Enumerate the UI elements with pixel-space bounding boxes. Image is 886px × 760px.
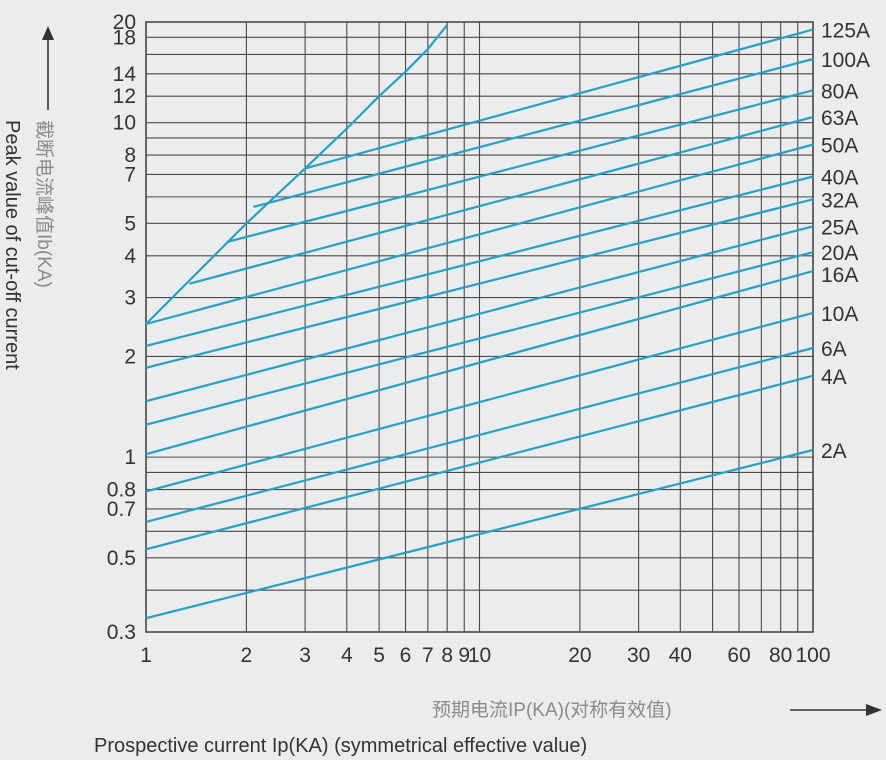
y-tick-label: 12 (113, 85, 136, 108)
series-line-4a (145, 374, 814, 551)
y-axis-title: 截断电流峰值Ib(KA) Peak value of cut-off curre… (1, 26, 55, 370)
x-tick-label: 60 (727, 644, 750, 667)
y-axis-label-en: Peak value of cut-off current (1, 120, 23, 370)
y-tick-label: 1 (124, 446, 136, 469)
tick-labels: 1 2 3 4 5 6 7 8 910 20 30 40 60 80 1002018141210875432… (107, 11, 831, 667)
grid (145, 21, 814, 633)
y-tick-label: 0.7 (107, 498, 136, 521)
series-label-50a: 50A (821, 135, 858, 158)
x-tick-label: 40 (669, 644, 692, 667)
series-label-32a: 32A (821, 189, 858, 212)
series-label-125a: 125A (821, 19, 870, 42)
x-tick-label: 10 (468, 644, 491, 667)
y-tick-label: 10 (113, 112, 136, 135)
series-line-125a (304, 28, 814, 170)
x-tick-label: 30 (627, 644, 650, 667)
series-label-80a: 80A (821, 80, 858, 103)
series-line-2a (145, 448, 814, 620)
series-label-20a: 20A (821, 242, 858, 265)
x-axis-label-cn: 预期电流IP(KA)(对称有效值) (432, 699, 672, 721)
y-tick-label: 7 (124, 163, 136, 186)
series-label-63a: 63A (821, 107, 858, 130)
series-line-63a (189, 115, 814, 285)
series-label-10a: 10A (821, 303, 858, 326)
y-tick-label: 0.5 (107, 547, 136, 570)
series-label-6a: 6A (821, 338, 847, 361)
x-axis-label-en: Prospective current Ip(KA) (symmetrical … (94, 735, 587, 757)
series-line-16a (145, 270, 814, 456)
x-tick-label: 5 (373, 644, 385, 667)
series-label-40a: 40A (821, 167, 858, 190)
series-line-50a (145, 143, 814, 326)
series-label-25a: 25A (821, 216, 858, 239)
series-label-2a: 2A (821, 440, 847, 463)
x-tick-label: 7 (422, 644, 434, 667)
series-line-80a (226, 89, 814, 243)
series-line-6a (145, 346, 814, 523)
series-line-40a (145, 175, 814, 347)
series-line-10a (145, 311, 814, 493)
series-line-32a (145, 198, 814, 369)
x-tick-label: 8 (441, 644, 453, 667)
x-tick-label: 100 (795, 644, 830, 667)
series-line-100a (253, 57, 814, 208)
y-tick-label: 2 (124, 345, 136, 368)
y-tick-label: 4 (124, 245, 136, 268)
limit-line (145, 24, 449, 325)
series-label-4a: 4A (821, 366, 847, 389)
y-tick-label: 20 (113, 11, 136, 34)
x-tick-label: 3 (299, 644, 311, 667)
x-tick-label: 80 (769, 644, 792, 667)
y-tick-label: 0.8 (107, 479, 136, 502)
series-label-16a: 16A (821, 264, 858, 287)
y-tick-label: 5 (124, 212, 136, 235)
y-tick-label: 0.3 (107, 621, 136, 644)
y-tick-label: 14 (113, 63, 137, 86)
x-axis-title: 预期电流IP(KA)(对称有效值) Prospective current Ip… (94, 699, 882, 757)
x-tick-label: 6 (400, 644, 412, 667)
y-axis-label-cn: 截断电流峰值Ib(KA) (33, 120, 55, 288)
x-axis-arrow-head (866, 704, 882, 716)
plot-frame (145, 21, 814, 633)
y-tick-label: 18 (113, 26, 136, 49)
y-tick-label: 3 (124, 287, 136, 310)
series-line-20a (145, 251, 814, 426)
x-tick-label: 1 (140, 644, 152, 667)
series-label-100a: 100A (821, 49, 870, 72)
x-tick-label: 20 (568, 644, 591, 667)
series-line-25a (145, 225, 814, 403)
y-axis-arrow-head (42, 26, 54, 40)
x-tick-label: 4 (341, 644, 353, 667)
x-tick-label: 2 (241, 644, 253, 667)
y-tick-label: 8 (124, 144, 136, 167)
series-lines (145, 24, 814, 620)
x-tick-label: 9 (458, 644, 470, 667)
